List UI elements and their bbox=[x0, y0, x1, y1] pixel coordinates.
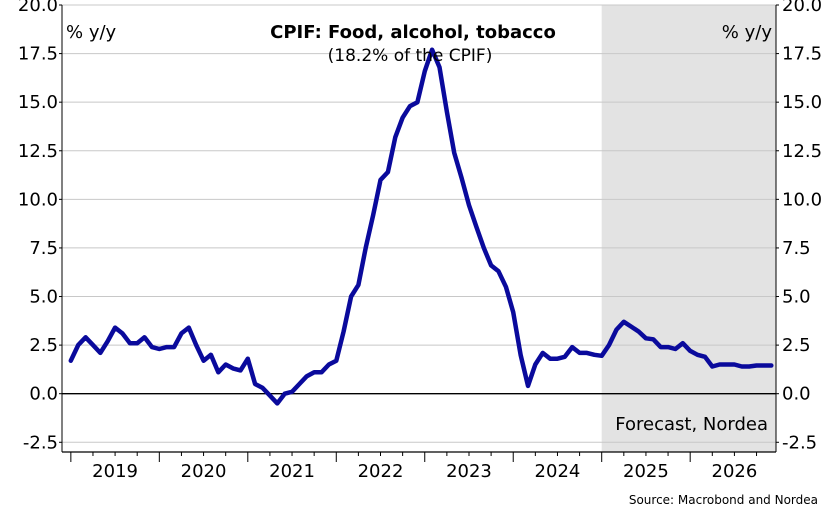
right-axis-ticks: -2.5 0.0 2.5 5.0 7.5 10.0 12.5 15.0 17.5 20.0 bbox=[776, 0, 822, 453]
right-tick-label: 20.0 bbox=[782, 0, 822, 16]
left-tick-label: 0.0 bbox=[29, 384, 58, 405]
series-line-cpif-food bbox=[68, 47, 774, 406]
left-axis-unit-label: % y/y bbox=[66, 22, 117, 43]
x-tick-label: 2019 bbox=[92, 461, 138, 482]
x-axis: 2019 2020 2021 2022 2023 2024 2025 2026 bbox=[62, 451, 776, 482]
right-tick-label: 12.5 bbox=[782, 141, 822, 162]
left-tick-label: 7.5 bbox=[29, 238, 58, 259]
grid-lines bbox=[61, 4, 777, 452]
forecast-shaded-region bbox=[601, 5, 776, 452]
left-tick-label: 10.0 bbox=[18, 189, 58, 210]
right-tick-label: 0.0 bbox=[782, 384, 811, 405]
left-tick-label: 5.0 bbox=[29, 287, 58, 308]
right-tick-label: 10.0 bbox=[782, 189, 822, 210]
x-tick-label: 2025 bbox=[623, 461, 669, 482]
x-tick-label: 2022 bbox=[358, 461, 404, 482]
right-tick-label: 17.5 bbox=[782, 44, 822, 65]
x-tick-label: 2021 bbox=[269, 461, 315, 482]
left-tick-label: 12.5 bbox=[18, 141, 58, 162]
left-tick-label: 20.0 bbox=[18, 0, 58, 16]
left-tick-label: 17.5 bbox=[18, 44, 58, 65]
right-tick-label: 15.0 bbox=[782, 92, 822, 113]
left-tick-label: 15.0 bbox=[18, 92, 58, 113]
forecast-label: Forecast, Nordea bbox=[615, 414, 768, 435]
source-note: Source: Macrobond and Nordea bbox=[629, 493, 818, 507]
left-axis-ticks: -2.5 0.0 2.5 5.0 7.5 10.0 12.5 15.0 17.5 20.0 bbox=[18, 0, 62, 453]
x-tick-label: 2024 bbox=[535, 461, 581, 482]
left-tick-label: -2.5 bbox=[23, 432, 58, 453]
right-tick-label: 5.0 bbox=[782, 287, 811, 308]
right-axis-unit-label: % y/y bbox=[722, 22, 773, 43]
x-tick-label: 2020 bbox=[181, 461, 227, 482]
right-tick-label: -2.5 bbox=[782, 432, 817, 453]
x-tick-label: 2026 bbox=[712, 461, 758, 482]
x-tick-label: 2023 bbox=[446, 461, 492, 482]
chart-subtitle: (18.2% of the CPIF) bbox=[328, 46, 493, 66]
right-tick-label: 7.5 bbox=[782, 238, 811, 259]
right-tick-label: 2.5 bbox=[782, 335, 811, 356]
left-tick-label: 2.5 bbox=[29, 335, 58, 356]
chart-title: CPIF: Food, alcohol, tobacco bbox=[270, 22, 556, 43]
